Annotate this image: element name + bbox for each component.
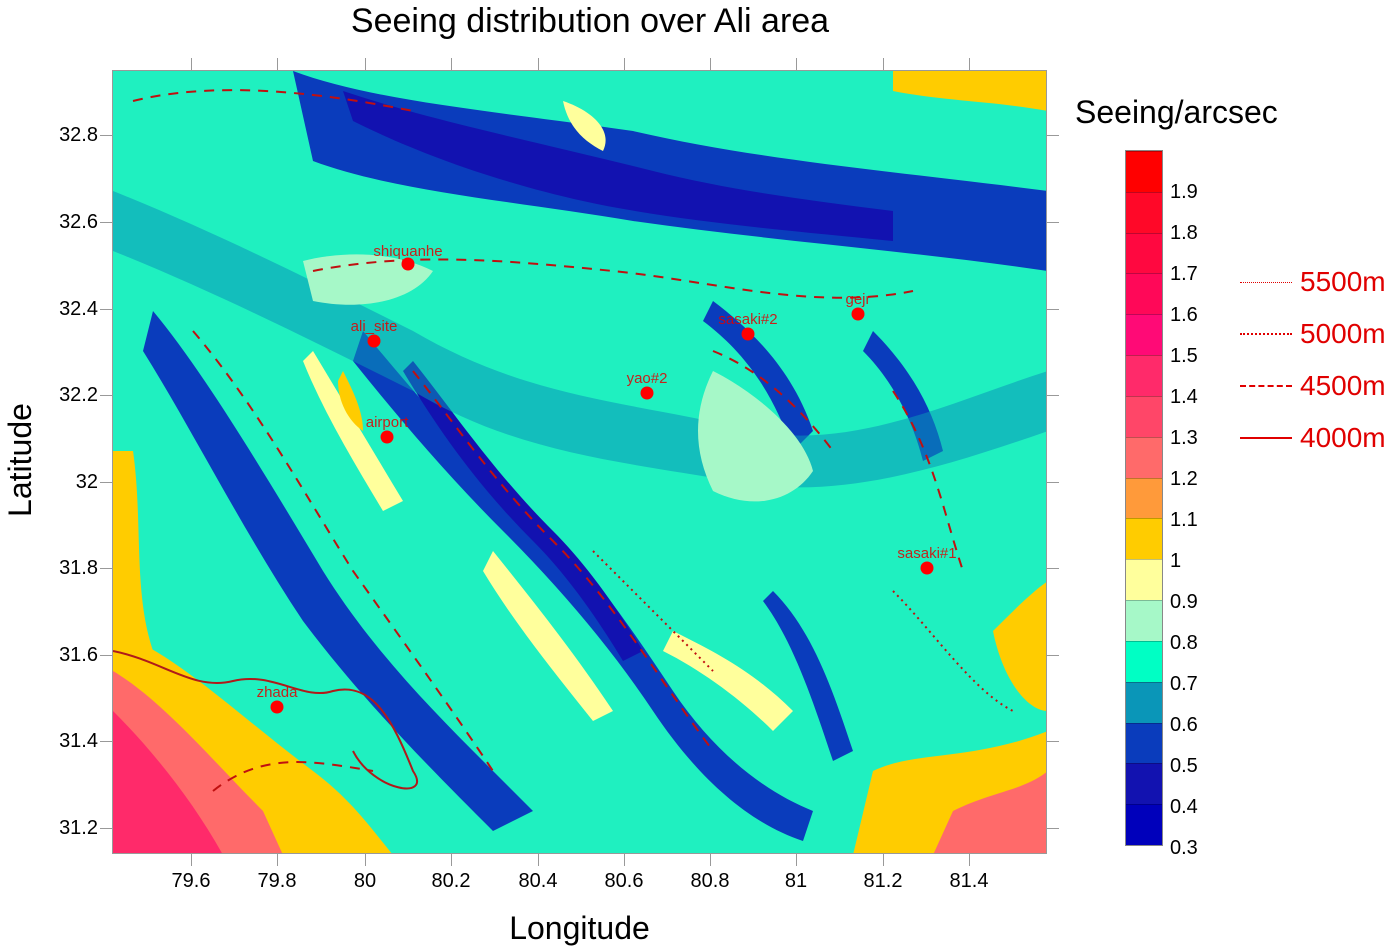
y-tick-label: 31.2 [59, 817, 98, 839]
x-tick-label: 80.6 [604, 870, 644, 892]
colorbar-title: Seeing/arcsec [1075, 94, 1278, 130]
x-tick-label: 81.2 [863, 870, 903, 892]
chart-title: Seeing distribution over Ali area [350, 2, 830, 40]
seeing-contour-map: shiquanhe ali_site airport sasaki#2 gejr… [112, 70, 1047, 854]
x-axis-label: Longitude [509, 910, 650, 946]
y-tick-label: 31.6 [59, 644, 98, 666]
colorbar [1125, 150, 1163, 846]
y-tick-label: 31.4 [59, 730, 98, 752]
site-marker [380, 430, 394, 444]
legend-item-4500m: 4500m [1240, 366, 1386, 406]
legend-item-5000m: 5000m [1240, 314, 1386, 354]
site-marker [741, 327, 755, 341]
x-tick-label: 80.8 [690, 870, 730, 892]
x-tick-label: 79.8 [257, 870, 297, 892]
site-marker [920, 561, 934, 575]
site-marker [270, 700, 284, 714]
legend-item-4000m: 4000m [1240, 418, 1386, 458]
y-tick-label: 32.2 [59, 384, 98, 406]
y-tick-label: 32.4 [59, 298, 98, 320]
x-tick-label: 79.6 [171, 870, 211, 892]
x-tick-label: 80 [353, 870, 377, 892]
y-tick-label: 32 [75, 471, 98, 493]
y-tick-label: 32.6 [59, 211, 98, 233]
contour-fill [113, 71, 1046, 853]
site-marker [401, 257, 415, 271]
site-marker [851, 307, 865, 321]
y-axis-label: Latitude [2, 403, 38, 517]
x-tick-label: 80.2 [431, 870, 471, 892]
x-tick-label: 80.4 [518, 870, 558, 892]
site-marker [367, 334, 381, 348]
y-tick-label: 31.8 [59, 557, 98, 579]
y-tick-label: 32.8 [59, 124, 98, 146]
legend-item-5500m: 5500m [1240, 262, 1386, 302]
x-tick-label: 81 [784, 870, 808, 892]
x-tick-label: 81.4 [949, 870, 989, 892]
site-marker [640, 386, 654, 400]
